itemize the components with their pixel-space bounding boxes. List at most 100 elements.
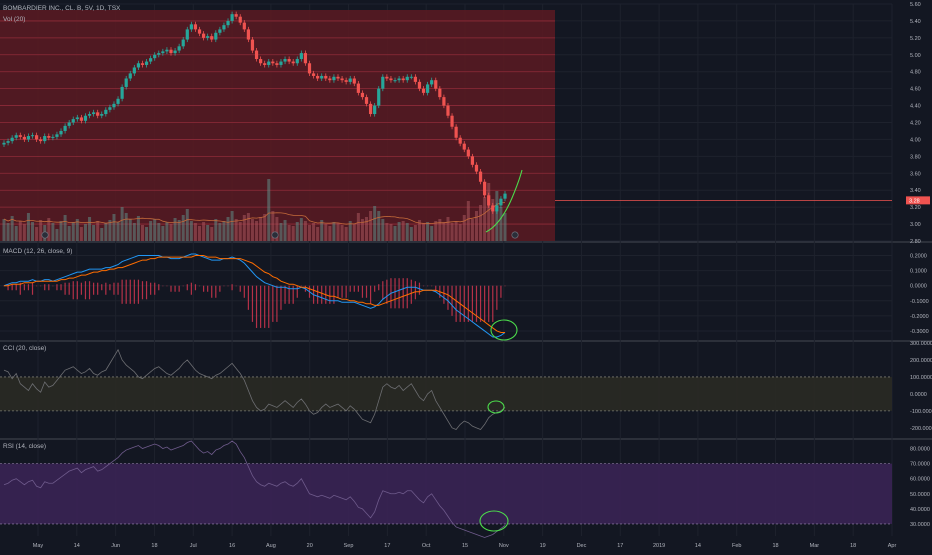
macd-histogram-bar [64, 282, 66, 295]
macd-histogram-bar [109, 284, 111, 291]
candle-body [271, 61, 275, 64]
candle-body [295, 59, 299, 64]
macd-histogram-bar [198, 285, 201, 287]
macd-histogram-bar [40, 285, 42, 287]
volume-bar [59, 221, 63, 241]
macd-histogram-bar [207, 285, 209, 292]
volume-bar [161, 226, 165, 241]
candle-body [55, 134, 59, 137]
price-tick-label: 5.00 [910, 53, 921, 59]
volume-bar [242, 215, 246, 241]
macd-histogram-bar [23, 284, 25, 291]
candle-body [30, 135, 35, 137]
volume-bar [181, 215, 185, 241]
annotation-rsi-circle [479, 510, 509, 532]
volume-bar [100, 228, 104, 241]
macd-histogram-bar [353, 285, 355, 292]
macd-histogram-bar [492, 285, 494, 322]
macd-histogram-bar [296, 285, 298, 298]
candle-body [356, 83, 360, 93]
macd-histogram-bar [113, 282, 115, 295]
time-tick-label: 19 [540, 543, 546, 549]
volume-bar [145, 227, 149, 241]
macd-histogram-bar [154, 282, 156, 295]
time-tick-label: 14 [695, 543, 701, 549]
volume-bar [226, 217, 230, 241]
candle-body [393, 80, 397, 82]
macd-pane [0, 253, 892, 338]
macd-histogram-bar [141, 281, 144, 300]
candle-body [254, 50, 259, 60]
time-axis: May 14 Jun 18 Jul 16 Aug 20 Sep 17 Oct 15 Nov 19 Dec 17… [33, 543, 897, 549]
rsi-tick-label: 40.0000 [910, 507, 930, 513]
annotation-cci-circle [487, 400, 505, 414]
candle-body [144, 61, 149, 65]
volume-bar [279, 223, 283, 241]
volume-bar [287, 225, 291, 241]
volume-bar [14, 226, 18, 241]
volume-bar [185, 209, 189, 241]
cci-tick-label: 200.0000 [910, 358, 932, 364]
candle-body [442, 97, 446, 106]
price-tick-label: 4.40 [910, 104, 921, 110]
time-tick-label: 20 [307, 543, 313, 549]
macd-histogram-bar [170, 285, 172, 292]
macd-histogram-bar [52, 285, 54, 287]
volume-bar [373, 206, 377, 241]
macd-histogram-bar [235, 285, 237, 287]
volume-bar [377, 211, 381, 241]
volume-bar [397, 222, 401, 241]
candle-body [132, 67, 136, 74]
volume-bar [487, 183, 491, 241]
candle-body [487, 195, 491, 206]
macd-histogram-bar [31, 282, 34, 295]
candle-body [43, 136, 47, 142]
macd-line [3, 253, 506, 338]
volume-bar [454, 221, 458, 241]
volume-bar [206, 225, 210, 241]
volume-bar [88, 217, 92, 241]
volume-bar [389, 224, 393, 241]
macd-histogram-bar [398, 278, 400, 309]
macd-histogram-bar [406, 278, 408, 309]
volume-bar [83, 224, 87, 241]
macd-histogram-bar [357, 285, 359, 292]
volume-bar [6, 223, 10, 241]
time-tick-label: 18 [850, 543, 856, 549]
macd-histogram-bar [337, 285, 339, 298]
rsi-pane [0, 440, 892, 538]
macd-histogram-bar [239, 285, 241, 292]
candle-body [173, 50, 177, 54]
macd-tick-label: -0.2000 [910, 314, 929, 320]
volume-bar [218, 223, 222, 241]
price-tick-label: 4.60 [910, 87, 921, 93]
macd-tick-label: 0.1000 [910, 269, 927, 275]
rsi-tick-label: 30.0000 [910, 522, 930, 528]
candle-body [283, 59, 287, 62]
candle-body [206, 36, 210, 38]
volume-bar [250, 219, 254, 241]
macd-histogram-bar [223, 285, 225, 287]
volume-bar [312, 223, 316, 241]
candle-body [275, 63, 279, 65]
macd-histogram-bar [422, 285, 425, 287]
candle-body [120, 86, 124, 99]
candle-body [491, 205, 495, 212]
volume-bar [365, 217, 369, 241]
candle-body [79, 117, 83, 121]
volume-bar [124, 213, 128, 241]
cci-title: CCI (20, close) [3, 345, 46, 352]
volume-bar [153, 219, 157, 241]
macd-histogram-bar [280, 285, 282, 310]
volume-bar [503, 213, 507, 241]
candle-body [381, 76, 385, 89]
candle-body [2, 142, 6, 145]
macd-histogram-bar [447, 285, 449, 310]
candle-body [161, 51, 165, 54]
candle-body [434, 80, 438, 89]
candle-body [14, 135, 18, 138]
macd-histogram-bar [496, 285, 498, 310]
volume-bar [132, 223, 136, 241]
macd-histogram-bar [268, 285, 270, 328]
